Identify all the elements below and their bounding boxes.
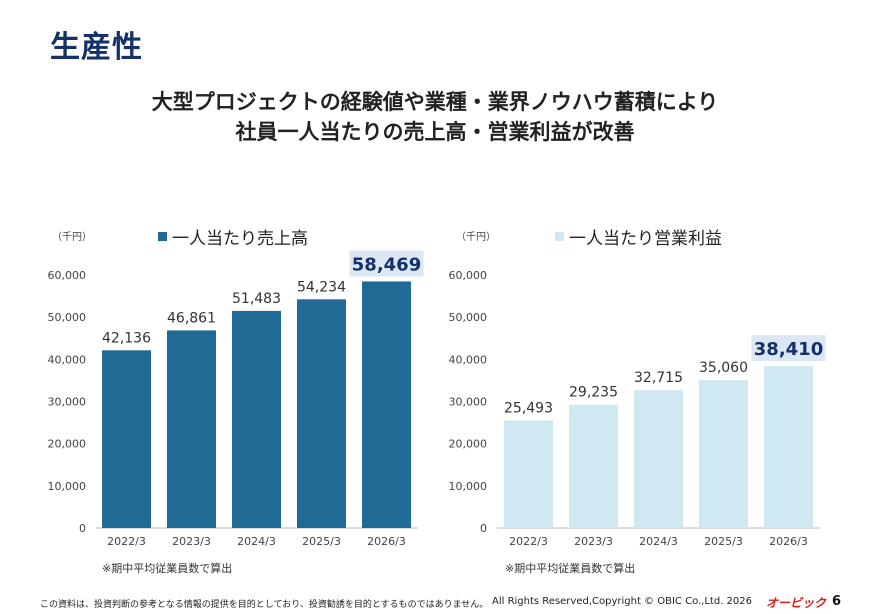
sales-ytick-label: 50,000 (48, 311, 87, 324)
profit-category-label: 2023/3 (574, 535, 613, 548)
sales-ytick-label: 30,000 (48, 396, 87, 409)
sales-category-label: 2025/3 (302, 535, 341, 548)
sales-ytick-label: 10,000 (48, 480, 87, 493)
profit-ytick-label: 40,000 (449, 353, 488, 366)
sales-bar (102, 350, 151, 528)
footer-logo: オービック (766, 596, 827, 610)
sales-category-label: 2023/3 (172, 535, 211, 548)
page-title: 生産性 (50, 30, 143, 65)
profit-unit-label: （千円） (456, 231, 496, 243)
sales-legend-swatch (158, 232, 167, 241)
sales-legend-label: 一人当たり売上高 (172, 229, 308, 249)
footer-disclaimer: この資料は、投資判断の参考となる情報の提供を目的としており、投資勧誘を目的とする… (40, 600, 489, 610)
profit-category-label: 2022/3 (509, 535, 548, 548)
headline-line-2: 社員一人当たりの売上高・営業利益が改善 (235, 120, 635, 144)
profit-legend-swatch (555, 232, 564, 241)
profit-ytick-label: 60,000 (449, 269, 488, 282)
profit-value-label: 38,410 (754, 339, 823, 360)
profit-ytick-label: 50,000 (449, 311, 488, 324)
profit-ytick-label: 30,000 (449, 396, 488, 409)
sales-ytick-label: 0 (79, 522, 86, 535)
sales-value-label: 54,234 (297, 279, 346, 295)
sales-footnote: ※期中平均従業員数で算出 (102, 561, 232, 575)
sales-category-label: 2026/3 (367, 535, 406, 548)
sales-ytick-label: 60,000 (48, 269, 87, 282)
page-number: 6 (832, 594, 842, 609)
profit-category-label: 2025/3 (704, 535, 743, 548)
sales-value-label: 51,483 (232, 291, 281, 307)
profit-ytick-label: 10,000 (449, 480, 488, 493)
sales-bar (297, 299, 346, 528)
headline-line-1: 大型プロジェクトの経験値や業種・業界ノウハウ蓄積により (151, 90, 719, 114)
profit-value-label: 29,235 (569, 385, 618, 401)
profit-highlight-box (751, 335, 826, 362)
profit-legend-label: 一人当たり営業利益 (569, 229, 722, 249)
sales-unit-label: （千円） (52, 231, 92, 243)
footer-copyright: All Rights Reserved,Copyright © OBIC Co.… (492, 596, 753, 607)
sales-category-label: 2024/3 (237, 535, 276, 548)
profit-bar (569, 404, 618, 528)
profit-value-label: 25,493 (504, 401, 553, 417)
profit-bar (634, 390, 683, 528)
sales-ytick-label: 40,000 (48, 353, 87, 366)
profit-value-label: 35,060 (699, 360, 748, 376)
profit-value-label: 32,715 (634, 370, 683, 386)
sales-bar (362, 281, 411, 528)
profit-footnote: ※期中平均従業員数で算出 (505, 561, 635, 575)
profit-category-label: 2026/3 (769, 535, 808, 548)
profit-bar (504, 420, 553, 528)
profit-category-label: 2024/3 (639, 535, 678, 548)
profit-ytick-label: 0 (480, 522, 487, 535)
sales-value-label: 46,861 (167, 310, 216, 326)
sales-highlight-box (349, 250, 424, 277)
profit-bar (699, 380, 748, 528)
profit-ytick-label: 20,000 (449, 438, 488, 451)
sales-value-label: 42,136 (102, 330, 151, 346)
sales-value-label: 58,469 (352, 254, 421, 275)
sales-bar (167, 330, 216, 528)
sales-ytick-label: 20,000 (48, 438, 87, 451)
profit-bar (764, 366, 813, 528)
sales-category-label: 2022/3 (107, 535, 146, 548)
sales-bar (232, 310, 281, 528)
